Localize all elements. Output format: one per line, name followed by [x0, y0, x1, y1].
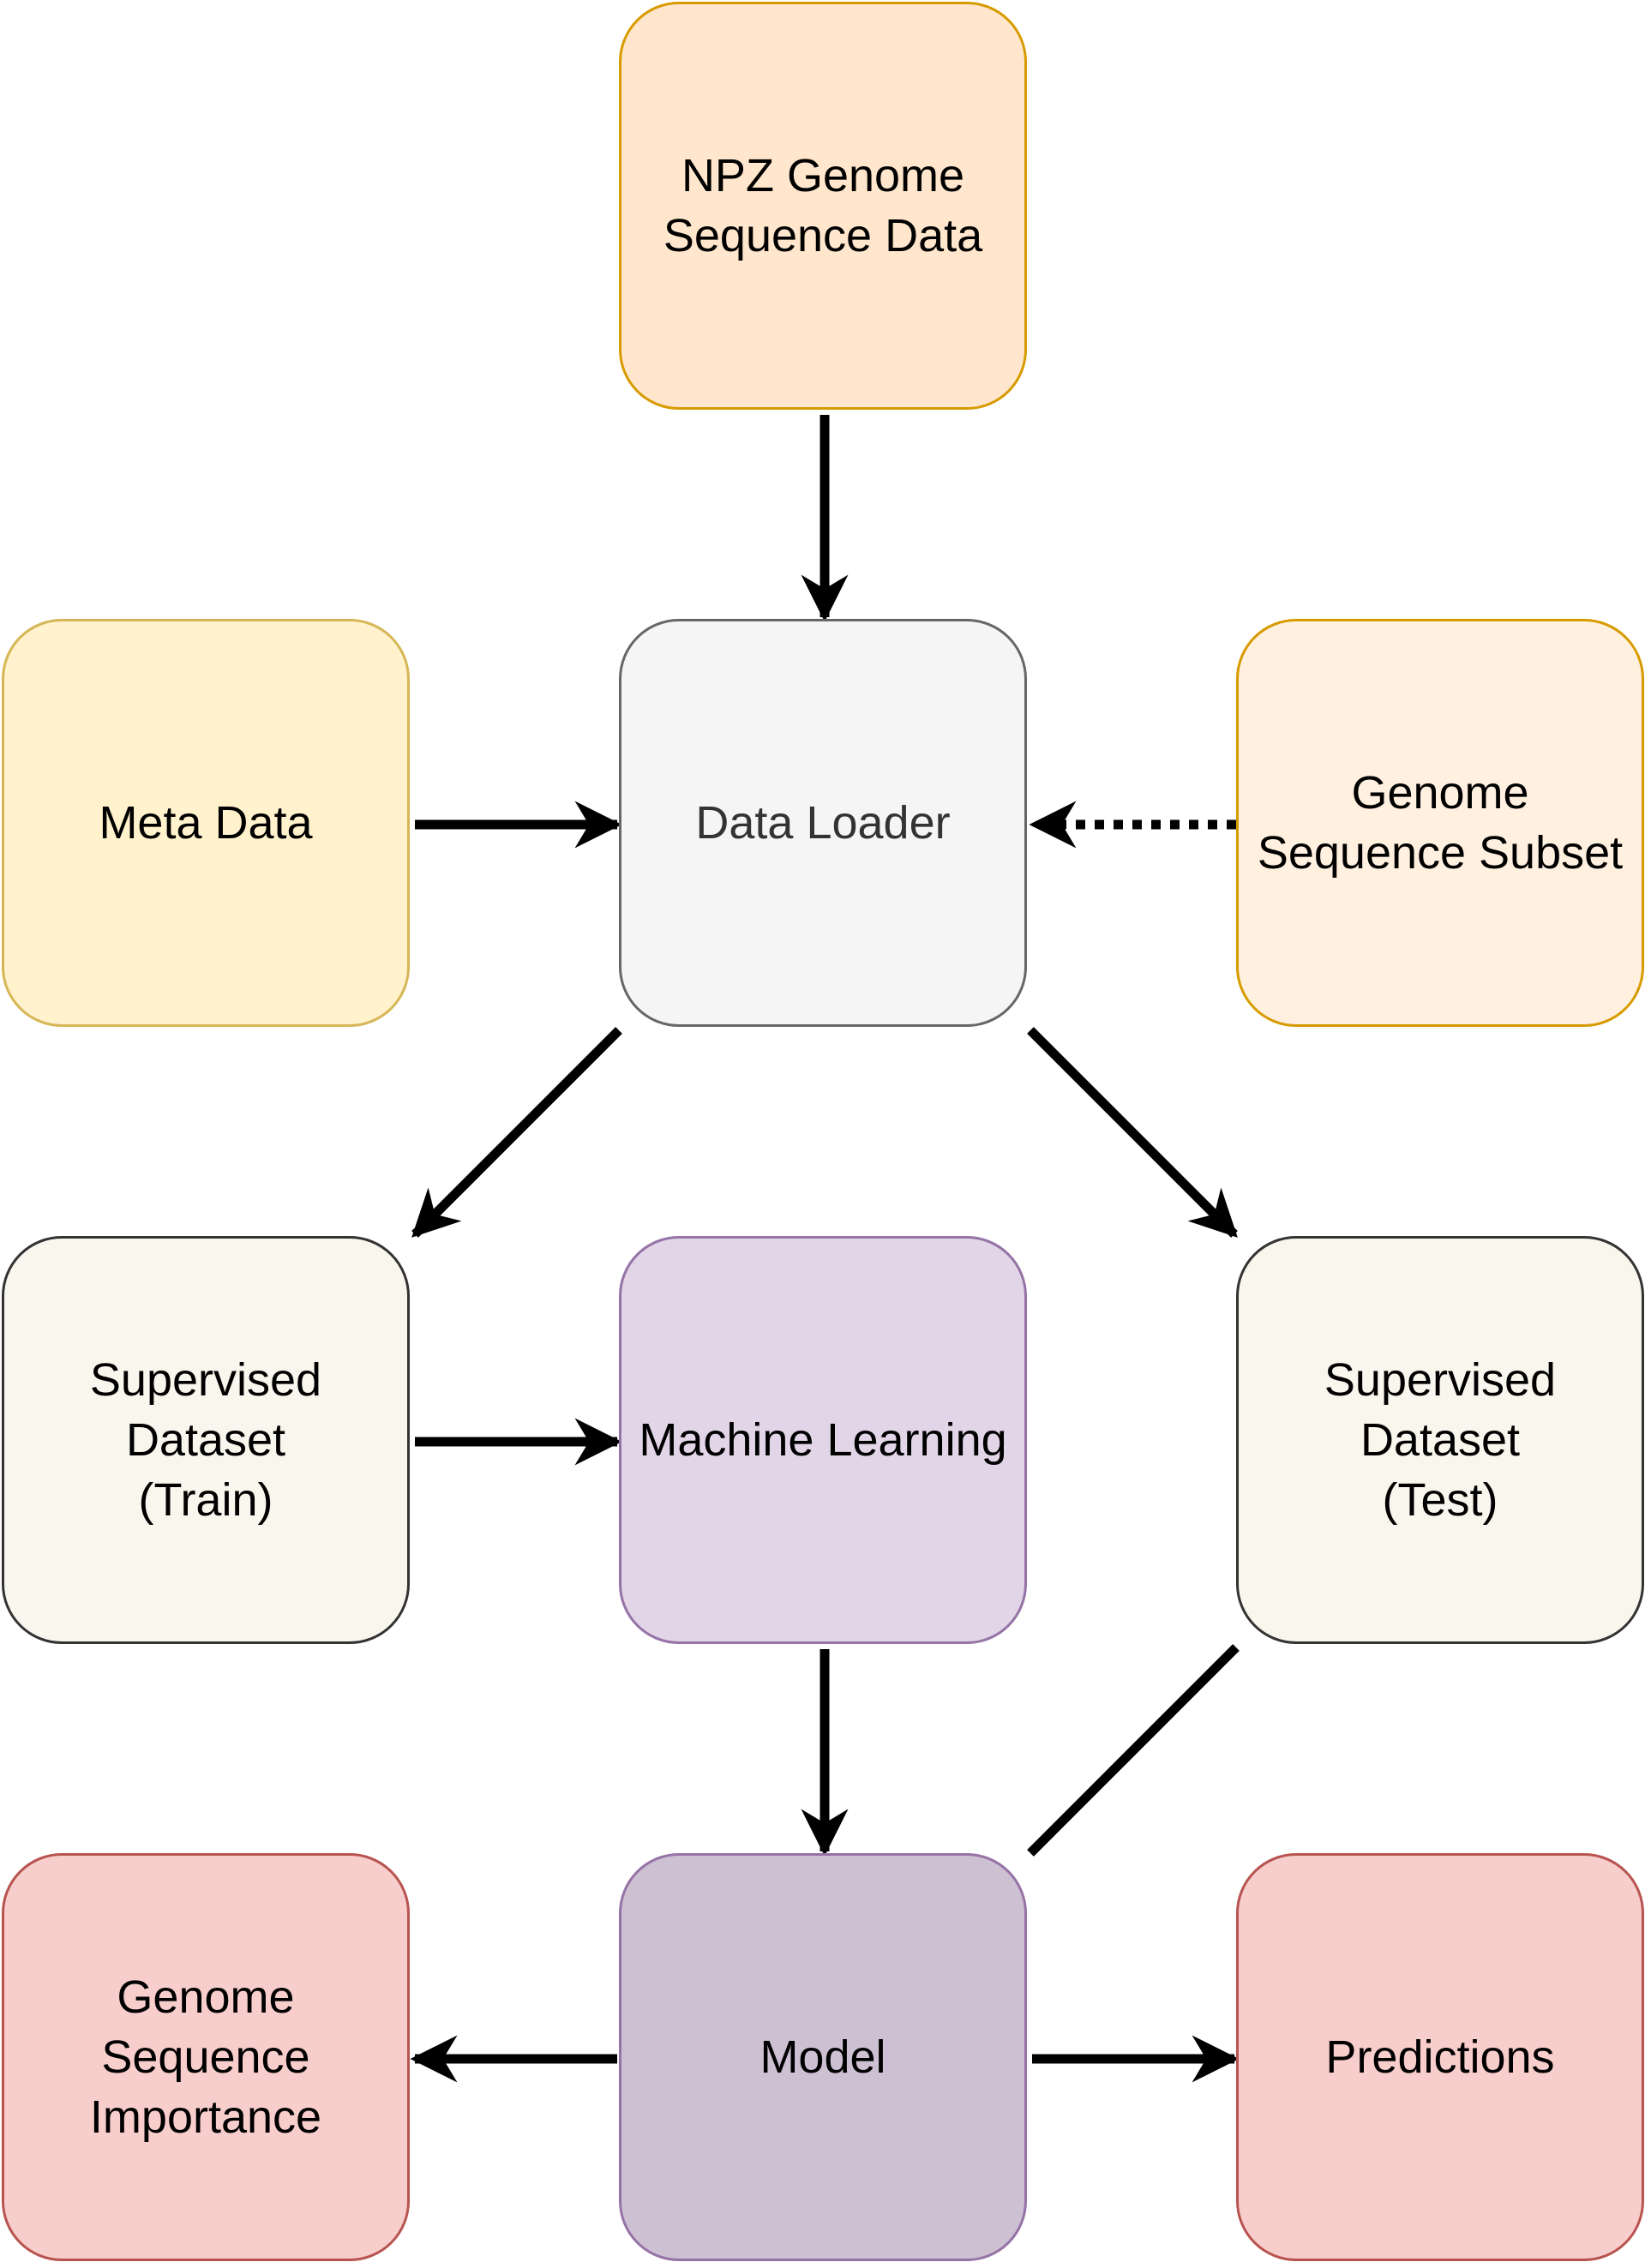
- edge-loader-to-test: [1027, 1027, 1238, 1238]
- supervised-dataset-test-node: Supervised Dataset (Test): [1236, 1236, 1644, 1644]
- genome-sequence-importance-node: Genome Sequence Importance: [2, 1853, 410, 2261]
- machine-learning-node: Machine Learning: [619, 1236, 1027, 1644]
- edge-loader-to-train: [411, 1027, 622, 1238]
- supervised-dataset-train-node: Supervised Dataset (Train): [2, 1236, 410, 1644]
- meta-data-node: Meta Data: [2, 619, 410, 1027]
- edge-test-to-model: [1027, 1644, 1240, 1857]
- model-node: Model: [619, 1853, 1027, 2261]
- predictions-node: Predictions: [1236, 1853, 1644, 2261]
- genome-sequence-subset-node: Genome Sequence Subset: [1236, 619, 1644, 1027]
- data-loader-node: Data Loader: [619, 619, 1027, 1027]
- npz-genome-sequence-data-node: NPZ Genome Sequence Data: [619, 2, 1027, 410]
